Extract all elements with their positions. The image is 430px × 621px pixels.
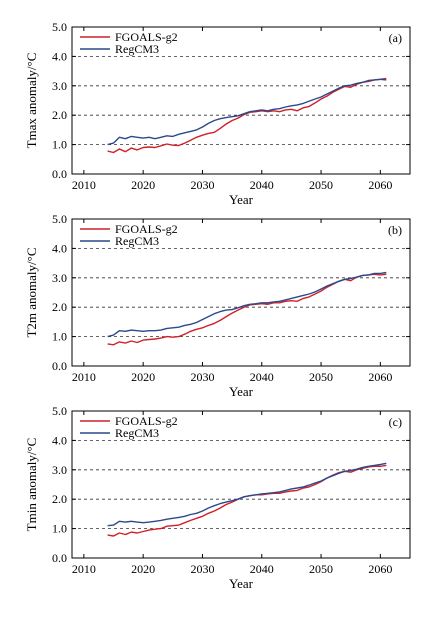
x-tick-label: 2020 <box>131 370 155 384</box>
y-tick-label: 5.0 <box>52 404 67 418</box>
x-tick-label: 2040 <box>250 562 274 576</box>
plot-frame <box>71 410 411 559</box>
x-axis-label: Year <box>229 576 254 591</box>
y-tick-label: 0.0 <box>52 359 67 373</box>
x-tick-label: 2050 <box>309 178 333 192</box>
legend-label: FGOALS-g2 <box>115 30 178 44</box>
series-line-regcm3 <box>107 271 387 338</box>
x-tick-label: 2050 <box>309 562 333 576</box>
x-tick-label: 2030 <box>190 370 214 384</box>
legend-label: RegCM3 <box>115 234 159 248</box>
x-tick-label: 2020 <box>131 562 155 576</box>
y-tick-label: 1.0 <box>52 522 67 536</box>
plot-frame <box>71 218 411 367</box>
legend-label: FGOALS-g2 <box>115 222 178 236</box>
chart-panel-1: 0.0 1.0 2.0 3.0 4.0 5.0 2010 2020 2030 2040 2050 20… <box>24 20 411 207</box>
x-axis-label: Year <box>229 384 254 399</box>
y-tick-label: 2.0 <box>52 300 67 314</box>
legend-label: FGOALS-g2 <box>115 414 178 428</box>
y-tick-label: 4.0 <box>52 49 67 63</box>
y-tick-label: 1.0 <box>52 138 67 152</box>
x-tick-label: 2010 <box>72 370 96 384</box>
chart-panel-3: 0.0 1.0 2.0 3.0 4.0 5.0 2010 2020 2030 2040 2050 20… <box>24 404 411 591</box>
x-tick-label: 2040 <box>250 178 274 192</box>
x-tick-label: 2060 <box>368 562 392 576</box>
x-tick-label: 2010 <box>72 178 96 192</box>
x-tick-label: 2010 <box>72 562 96 576</box>
y-tick-label: 5.0 <box>52 212 67 226</box>
chart-panel-2: 0.0 1.0 2.0 3.0 4.0 5.0 2010 2020 2030 2040 2050 20… <box>24 212 411 399</box>
x-tick-label: 2040 <box>250 370 274 384</box>
y-tick-label: 4.0 <box>52 433 67 447</box>
x-tick-label: 2020 <box>131 178 155 192</box>
panel-label: (c) <box>389 415 402 429</box>
y-tick-label: 0.0 <box>52 167 67 181</box>
legend-label: RegCM3 <box>115 42 159 56</box>
y-axis-label: Tmin anomaly/°C <box>24 438 39 532</box>
y-tick-label: 3.0 <box>52 79 67 93</box>
plot-frame <box>71 26 411 175</box>
y-tick-label: 5.0 <box>52 20 67 34</box>
y-tick-label: 3.0 <box>52 463 67 477</box>
legend-label: RegCM3 <box>115 426 159 440</box>
y-tick-label: 2.0 <box>52 492 67 506</box>
x-tick-label: 2060 <box>368 178 392 192</box>
y-tick-label: 0.0 <box>52 551 67 565</box>
x-tick-label: 2030 <box>190 562 214 576</box>
series-line-regcm3 <box>107 78 387 146</box>
x-tick-label: 2030 <box>190 178 214 192</box>
series-line-fgoals-g2 <box>107 273 387 346</box>
panel-label: (b) <box>388 223 402 237</box>
y-tick-label: 4.0 <box>52 241 67 255</box>
y-axis-label: Tmax anomaly/°C <box>24 53 39 149</box>
series-line-regcm3 <box>107 462 387 527</box>
y-tick-label: 3.0 <box>52 271 67 285</box>
x-tick-label: 2050 <box>309 370 333 384</box>
x-axis-label: Year <box>229 192 254 207</box>
x-tick-label: 2060 <box>368 370 392 384</box>
y-tick-label: 1.0 <box>52 330 67 344</box>
series-line-fgoals-g2 <box>107 464 387 537</box>
y-axis-label: T2m anomaly/°C <box>24 247 39 337</box>
series-line-fgoals-g2 <box>107 77 387 154</box>
y-tick-label: 2.0 <box>52 108 67 122</box>
panel-label: (a) <box>389 31 402 45</box>
